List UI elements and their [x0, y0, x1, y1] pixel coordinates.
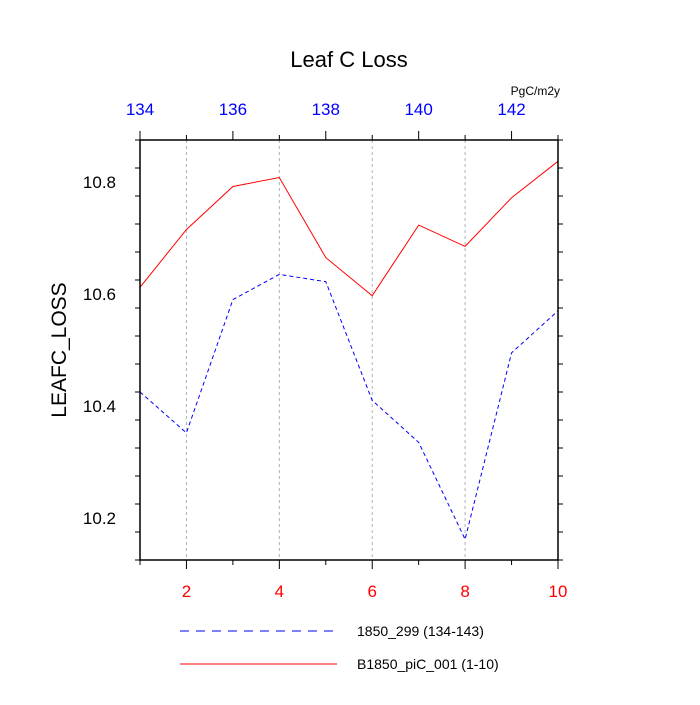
y-tick-label: 10.2: [83, 509, 116, 528]
bottom-tick-label: 10: [549, 582, 568, 601]
series-line-1: [140, 161, 558, 295]
y-tick-label: 10.6: [83, 285, 116, 304]
plot-frame: [140, 140, 558, 560]
top-tick-label: 138: [312, 100, 340, 119]
legend-label-1: B1850_piC_001 (1-10): [357, 656, 499, 672]
y-tick-label: 10.4: [83, 397, 116, 416]
bottom-tick-label: 6: [367, 582, 376, 601]
y-tick-label: 10.8: [83, 173, 116, 192]
y-axis-label: LEAFC_LOSS: [48, 282, 71, 417]
bottom-tick-label: 2: [182, 582, 191, 601]
legend-label-0: 1850_299 (134-143): [357, 623, 484, 639]
bottom-tick-label: 8: [460, 582, 469, 601]
top-tick-label: 134: [126, 100, 154, 119]
top-tick-label: 140: [404, 100, 432, 119]
chart-title: Leaf C Loss: [290, 47, 407, 72]
bottom-tick-label: 4: [275, 582, 284, 601]
top-tick-label: 136: [219, 100, 247, 119]
units-label: PgC/m2y: [511, 84, 560, 98]
series-line-0: [140, 274, 558, 539]
top-tick-label: 142: [497, 100, 525, 119]
